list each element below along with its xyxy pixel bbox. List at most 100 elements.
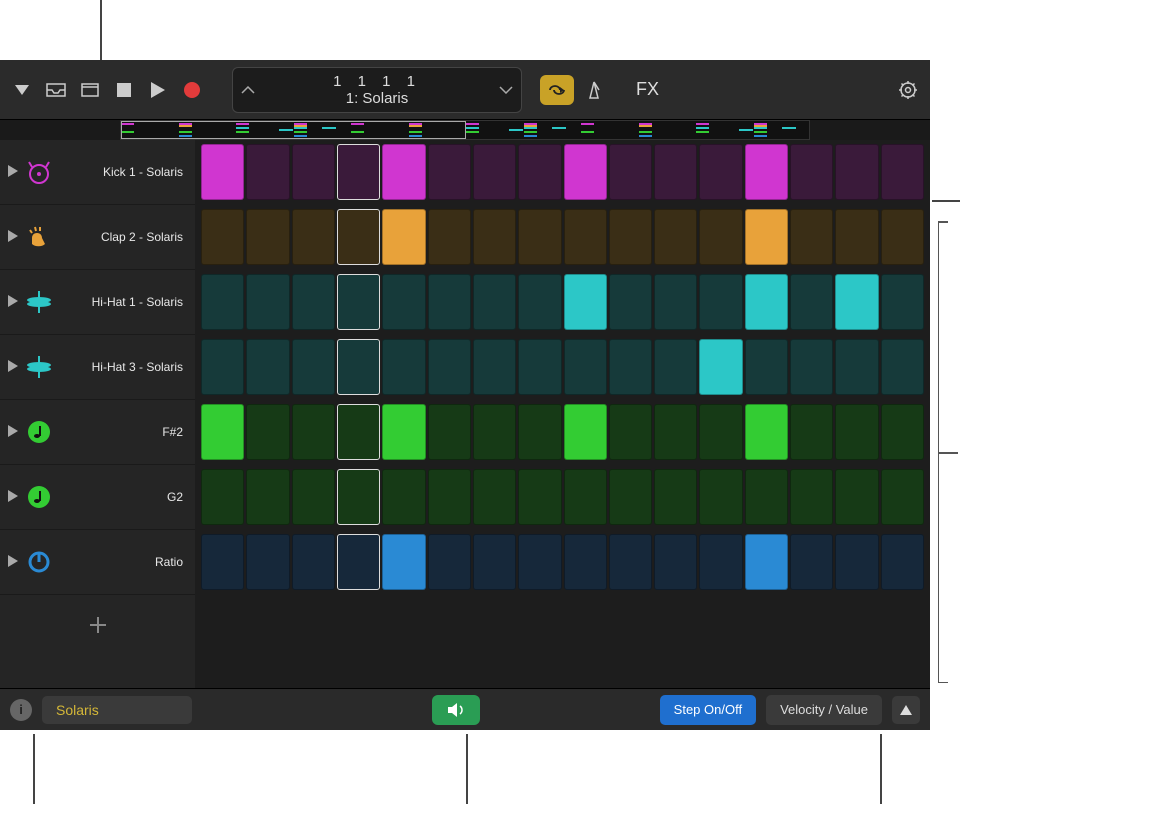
step-cell[interactable]	[654, 274, 697, 330]
step-cell[interactable]	[609, 339, 652, 395]
step-cell[interactable]	[518, 534, 561, 590]
step-cell[interactable]	[609, 404, 652, 460]
edit-mode-disclosure-button[interactable]	[892, 696, 920, 724]
overview-viewport[interactable]	[121, 121, 466, 139]
step-cell[interactable]	[745, 469, 788, 525]
step-cell[interactable]	[699, 144, 742, 200]
info-button[interactable]: i	[10, 699, 32, 721]
step-cell[interactable]	[246, 209, 289, 265]
step-cell[interactable]	[246, 274, 289, 330]
step-cell[interactable]	[745, 209, 788, 265]
step-cell[interactable]	[835, 534, 878, 590]
step-cell[interactable]	[337, 469, 380, 525]
step-cell[interactable]	[835, 144, 878, 200]
inbox-icon[interactable]	[42, 76, 70, 104]
step-cell[interactable]	[881, 339, 924, 395]
step-cell[interactable]	[473, 534, 516, 590]
step-cell[interactable]	[292, 209, 335, 265]
step-cell[interactable]	[473, 209, 516, 265]
step-cell[interactable]	[654, 144, 697, 200]
step-cell[interactable]	[699, 404, 742, 460]
step-cell[interactable]	[246, 339, 289, 395]
step-cell[interactable]	[790, 469, 833, 525]
step-cell[interactable]	[881, 144, 924, 200]
pattern-overview[interactable]	[120, 120, 810, 140]
pattern-browser[interactable]: Solaris	[42, 696, 192, 724]
row-play-icon[interactable]	[8, 295, 18, 310]
step-cell[interactable]	[246, 469, 289, 525]
row-play-icon[interactable]	[8, 425, 18, 440]
step-cell[interactable]	[201, 469, 244, 525]
step-cell[interactable]	[881, 209, 924, 265]
step-cell[interactable]	[201, 339, 244, 395]
step-cell[interactable]	[699, 339, 742, 395]
step-cell[interactable]	[428, 404, 471, 460]
step-cell[interactable]	[337, 339, 380, 395]
settings-gear-icon[interactable]	[894, 76, 922, 104]
step-cell[interactable]	[564, 469, 607, 525]
step-cell[interactable]	[337, 404, 380, 460]
step-cell[interactable]	[382, 534, 425, 590]
row-play-icon[interactable]	[8, 490, 18, 505]
record-button[interactable]	[178, 76, 206, 104]
step-cell[interactable]	[790, 144, 833, 200]
row-play-icon[interactable]	[8, 360, 18, 375]
step-cell[interactable]	[473, 404, 516, 460]
step-cell[interactable]	[337, 209, 380, 265]
step-cell[interactable]	[654, 469, 697, 525]
step-cell[interactable]	[428, 339, 471, 395]
step-cell[interactable]	[790, 404, 833, 460]
row-header[interactable]: Ratio	[0, 530, 195, 595]
step-cell[interactable]	[428, 274, 471, 330]
step-cell[interactable]	[790, 209, 833, 265]
step-cell[interactable]	[881, 534, 924, 590]
step-cell[interactable]	[382, 209, 425, 265]
step-cell[interactable]	[564, 339, 607, 395]
velocity-value-mode-button[interactable]: Velocity / Value	[766, 695, 882, 725]
view-icon[interactable]	[76, 76, 104, 104]
step-cell[interactable]	[201, 274, 244, 330]
row-header[interactable]: G2	[0, 465, 195, 530]
step-cell[interactable]	[745, 339, 788, 395]
preview-button[interactable]	[432, 695, 480, 725]
play-button[interactable]	[144, 76, 172, 104]
step-cell[interactable]	[292, 144, 335, 200]
step-cell[interactable]	[382, 404, 425, 460]
step-cell[interactable]	[881, 274, 924, 330]
step-cell[interactable]	[609, 469, 652, 525]
step-cell[interactable]	[246, 404, 289, 460]
step-cell[interactable]	[246, 144, 289, 200]
step-cell[interactable]	[337, 534, 380, 590]
step-cell[interactable]	[699, 209, 742, 265]
add-row-button[interactable]	[0, 595, 195, 655]
step-cell[interactable]	[292, 339, 335, 395]
step-cell[interactable]	[428, 144, 471, 200]
step-cell[interactable]	[881, 469, 924, 525]
step-cell[interactable]	[292, 534, 335, 590]
step-cell[interactable]	[835, 339, 878, 395]
step-cell[interactable]	[518, 469, 561, 525]
step-cell[interactable]	[564, 404, 607, 460]
step-cell[interactable]	[382, 469, 425, 525]
step-cell[interactable]	[654, 404, 697, 460]
step-cell[interactable]	[790, 534, 833, 590]
step-cell[interactable]	[473, 274, 516, 330]
step-cell[interactable]	[337, 144, 380, 200]
step-cell[interactable]	[292, 274, 335, 330]
step-cell[interactable]	[835, 274, 878, 330]
row-header[interactable]: Clap 2 - Solaris	[0, 205, 195, 270]
step-cell[interactable]	[518, 339, 561, 395]
step-cell[interactable]	[292, 404, 335, 460]
step-cell[interactable]	[201, 404, 244, 460]
metronome-icon[interactable]	[580, 76, 608, 104]
step-cell[interactable]	[835, 469, 878, 525]
step-cell[interactable]	[745, 274, 788, 330]
step-cell[interactable]	[835, 209, 878, 265]
step-cell[interactable]	[609, 144, 652, 200]
fx-button[interactable]: FX	[636, 79, 659, 100]
step-cell[interactable]	[835, 404, 878, 460]
step-cell[interactable]	[201, 209, 244, 265]
step-cell[interactable]	[609, 534, 652, 590]
step-cell[interactable]	[790, 339, 833, 395]
row-play-icon[interactable]	[8, 230, 18, 245]
